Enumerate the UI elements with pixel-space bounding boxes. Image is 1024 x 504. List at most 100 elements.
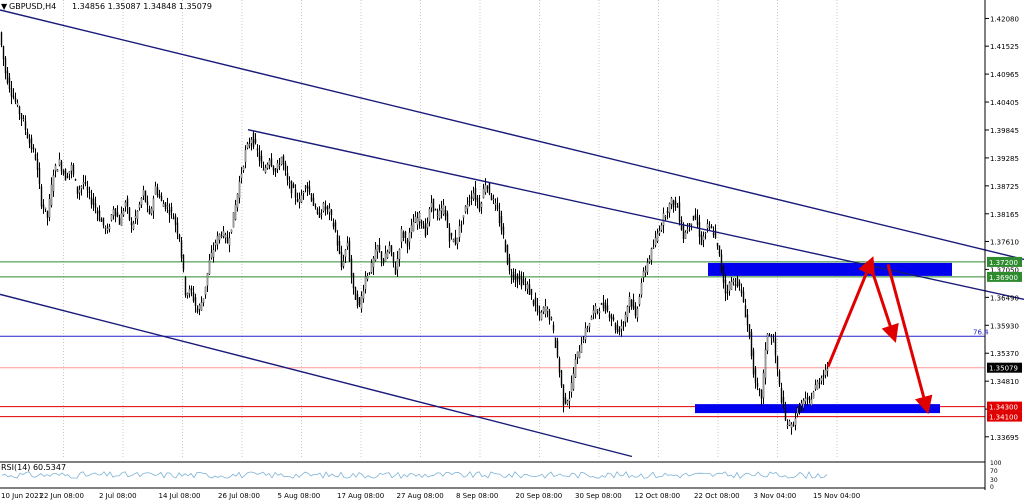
candle-body [190,288,193,291]
candle-body [546,308,549,312]
candle-body [162,203,165,207]
candle-body [384,253,387,263]
candle-body [740,289,743,294]
candle-body [404,231,407,238]
price-axis: 1.42080 1.41525 1.40965 1.40405 1.39845 1.392… [984,0,1019,490]
candle-body [324,206,327,210]
candle-body [104,227,107,229]
candle-body [488,182,491,195]
candle-body [576,351,579,358]
candle-body [756,383,759,387]
candle-body [752,349,755,375]
level-label-bg [987,362,1022,373]
candle-body [260,155,263,164]
candle-body [154,185,157,195]
candle-body [24,121,27,130]
candle-body [514,274,517,280]
candle-body [710,226,713,229]
candle-body [228,237,231,246]
candle-body [224,234,227,238]
candle-body [240,173,243,179]
candle-body [718,245,721,255]
candle-body [508,257,511,271]
rsi-level-label: 100 [990,460,1002,467]
date-label: 2 Jul 08:00 [99,492,137,500]
candle-body [462,215,465,218]
candle-body [454,237,457,245]
candle-body [542,307,545,312]
candle-body [382,259,385,264]
candle-body [306,185,309,189]
candle-body [558,358,561,373]
candle-body [406,239,409,247]
candle-body [604,302,607,312]
candle-body [632,299,635,309]
projection-arrows[interactable] [826,256,933,415]
candle-body [712,233,715,236]
candle-body [816,381,819,390]
price-tick-label: 1.36490 [990,294,1019,302]
date-label: 14 Jul 08:00 [159,492,201,500]
candle-body [192,291,195,301]
candle-body [678,202,681,222]
date-label: 15 Nov 04:00 [813,492,860,500]
candle-body [214,242,217,246]
candle-body [766,333,769,352]
candle-body [764,349,767,379]
candle-body [180,240,183,258]
candle-body [470,196,473,200]
candle-body [608,313,611,318]
candle-body [100,219,103,222]
candle-body [366,275,369,280]
candle-body [526,283,529,290]
candle-body [312,197,315,206]
candle-body [682,225,685,240]
price-tick-label: 1.35370 [990,350,1019,358]
candle-body [50,184,53,206]
candle-body [28,139,31,144]
candle-body [226,237,229,244]
candle-body [582,339,585,342]
candle-body [744,305,747,318]
candle-body [496,205,499,210]
candle-body [650,248,653,261]
candle-body [76,186,79,195]
candle-body [92,198,95,205]
candle-body [686,229,689,232]
candle-body [510,275,513,277]
candle-body [84,182,87,184]
candle-body [314,205,317,208]
candle-body [658,230,661,234]
price-tick-label: 1.39285 [990,155,1019,163]
candle-body [58,158,61,166]
candle-body [428,208,431,222]
header-marker[interactable]: ▼ [1,2,8,11]
candle-body [472,192,475,199]
candle-body [202,298,205,303]
candle-body [614,323,617,330]
trendlines[interactable] [0,9,1024,458]
candle-body [722,265,725,283]
candle-body [780,388,783,403]
candle-body [108,226,111,230]
level-label-text: 1.34300 [989,404,1018,412]
candle-body [812,391,815,399]
candle-body [40,186,43,207]
candle-body [318,212,321,218]
candle-body [14,97,17,103]
candle-body [174,215,177,226]
candle-body [34,154,37,160]
candle-body [152,198,155,212]
candle-body [322,203,325,212]
candle-body [54,165,57,171]
candle-body [232,212,235,228]
candle-body [800,402,803,407]
level-label-bg [987,411,1022,422]
candle-body [364,276,367,290]
candle-body [264,167,267,173]
candle-body [52,175,55,192]
candles [0,31,829,435]
